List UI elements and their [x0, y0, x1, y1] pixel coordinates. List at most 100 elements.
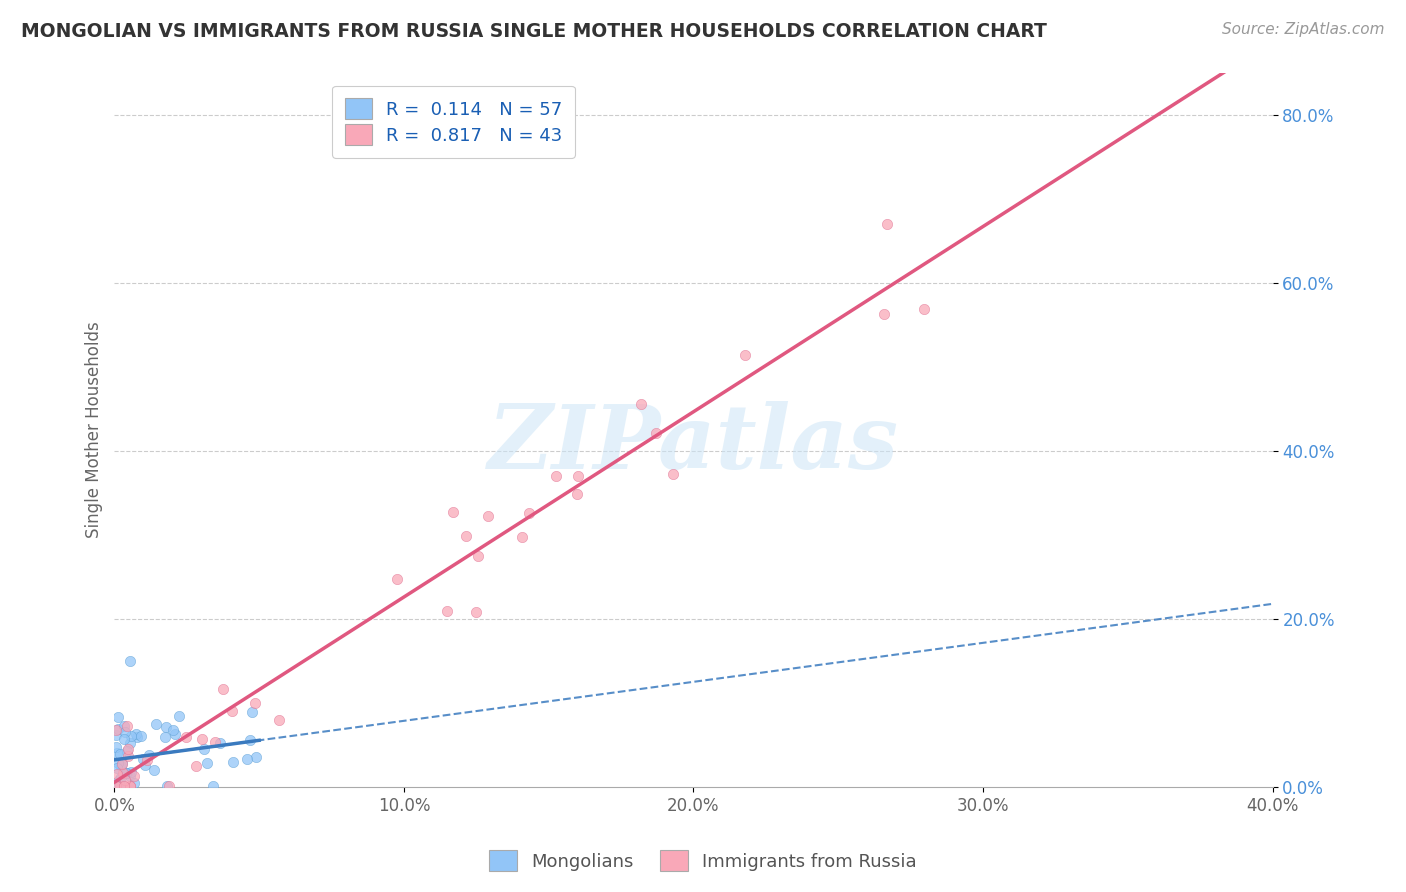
Point — [110, 779, 132, 793]
Point — [267, 713, 290, 727]
Point — [155, 719, 177, 733]
Point — [125, 727, 148, 741]
Point — [156, 779, 179, 793]
Point — [107, 710, 129, 724]
Point — [211, 681, 233, 696]
Point — [107, 722, 129, 736]
Point — [243, 696, 266, 710]
Point — [120, 729, 142, 743]
Point — [114, 731, 136, 746]
Point — [122, 769, 145, 783]
Point — [114, 772, 136, 787]
Point — [162, 723, 184, 737]
Point — [114, 725, 136, 739]
Point — [456, 529, 478, 543]
Point — [186, 758, 208, 772]
Point — [111, 757, 134, 772]
Point — [873, 307, 896, 321]
Point — [153, 731, 176, 745]
Point — [142, 763, 165, 777]
Point — [111, 756, 134, 771]
Point — [105, 779, 128, 793]
Point — [132, 751, 155, 765]
Text: ZIPatlas: ZIPatlas — [488, 401, 898, 487]
Point — [105, 767, 128, 781]
Point — [912, 302, 935, 317]
Point — [129, 729, 152, 743]
Point — [467, 549, 489, 563]
Point — [477, 509, 499, 524]
Point — [441, 506, 464, 520]
Point — [105, 779, 128, 793]
Point — [195, 756, 218, 770]
Point — [120, 764, 142, 779]
Point — [104, 779, 127, 793]
Point — [108, 779, 131, 793]
Point — [117, 741, 139, 756]
Point — [734, 348, 756, 362]
Point — [221, 704, 243, 718]
Point — [117, 765, 139, 780]
Point — [104, 779, 127, 793]
Point — [120, 769, 142, 783]
Point — [222, 755, 245, 769]
Point — [107, 772, 129, 787]
Point — [138, 747, 160, 762]
Point — [190, 731, 212, 746]
Point — [115, 743, 138, 757]
Point — [245, 750, 267, 764]
Point — [104, 779, 127, 793]
Point — [110, 759, 132, 773]
Point — [134, 758, 156, 772]
Point — [112, 719, 135, 733]
Point — [110, 779, 132, 793]
Point — [120, 779, 142, 793]
Point — [193, 741, 215, 756]
Point — [120, 736, 142, 750]
Point — [105, 746, 128, 760]
Point — [157, 779, 180, 793]
Point — [436, 604, 458, 618]
Point — [876, 217, 898, 231]
Point — [105, 723, 128, 738]
Point — [105, 761, 128, 775]
Point — [110, 770, 132, 784]
Y-axis label: Single Mother Households: Single Mother Households — [86, 321, 103, 538]
Point — [236, 752, 259, 766]
Point — [145, 717, 167, 731]
Point — [630, 397, 652, 411]
Legend: R =  0.114   N = 57, R =  0.817   N = 43: R = 0.114 N = 57, R = 0.817 N = 43 — [332, 86, 575, 158]
Point — [645, 426, 668, 441]
Legend: Mongolians, Immigrants from Russia: Mongolians, Immigrants from Russia — [482, 843, 924, 879]
Point — [104, 728, 127, 742]
Point — [115, 719, 138, 733]
Point — [120, 779, 142, 793]
Text: Source: ZipAtlas.com: Source: ZipAtlas.com — [1222, 22, 1385, 37]
Point — [544, 469, 567, 483]
Point — [127, 730, 149, 744]
Point — [567, 469, 589, 483]
Point — [107, 756, 129, 771]
Text: MONGOLIAN VS IMMIGRANTS FROM RUSSIA SINGLE MOTHER HOUSEHOLDS CORRELATION CHART: MONGOLIAN VS IMMIGRANTS FROM RUSSIA SING… — [21, 22, 1047, 41]
Point — [115, 766, 138, 780]
Point — [174, 730, 197, 744]
Point — [204, 734, 226, 748]
Point — [209, 736, 232, 750]
Point — [112, 779, 135, 793]
Point — [512, 530, 534, 544]
Point — [105, 779, 128, 793]
Point — [565, 486, 588, 500]
Point — [201, 779, 224, 793]
Point — [111, 779, 134, 793]
Point — [136, 753, 159, 767]
Point — [124, 776, 146, 790]
Point — [105, 779, 128, 793]
Point — [108, 747, 131, 761]
Point — [464, 606, 486, 620]
Point — [169, 708, 191, 723]
Point — [662, 467, 685, 482]
Point — [165, 727, 187, 741]
Point — [387, 572, 409, 586]
Point — [517, 507, 540, 521]
Point — [240, 705, 263, 719]
